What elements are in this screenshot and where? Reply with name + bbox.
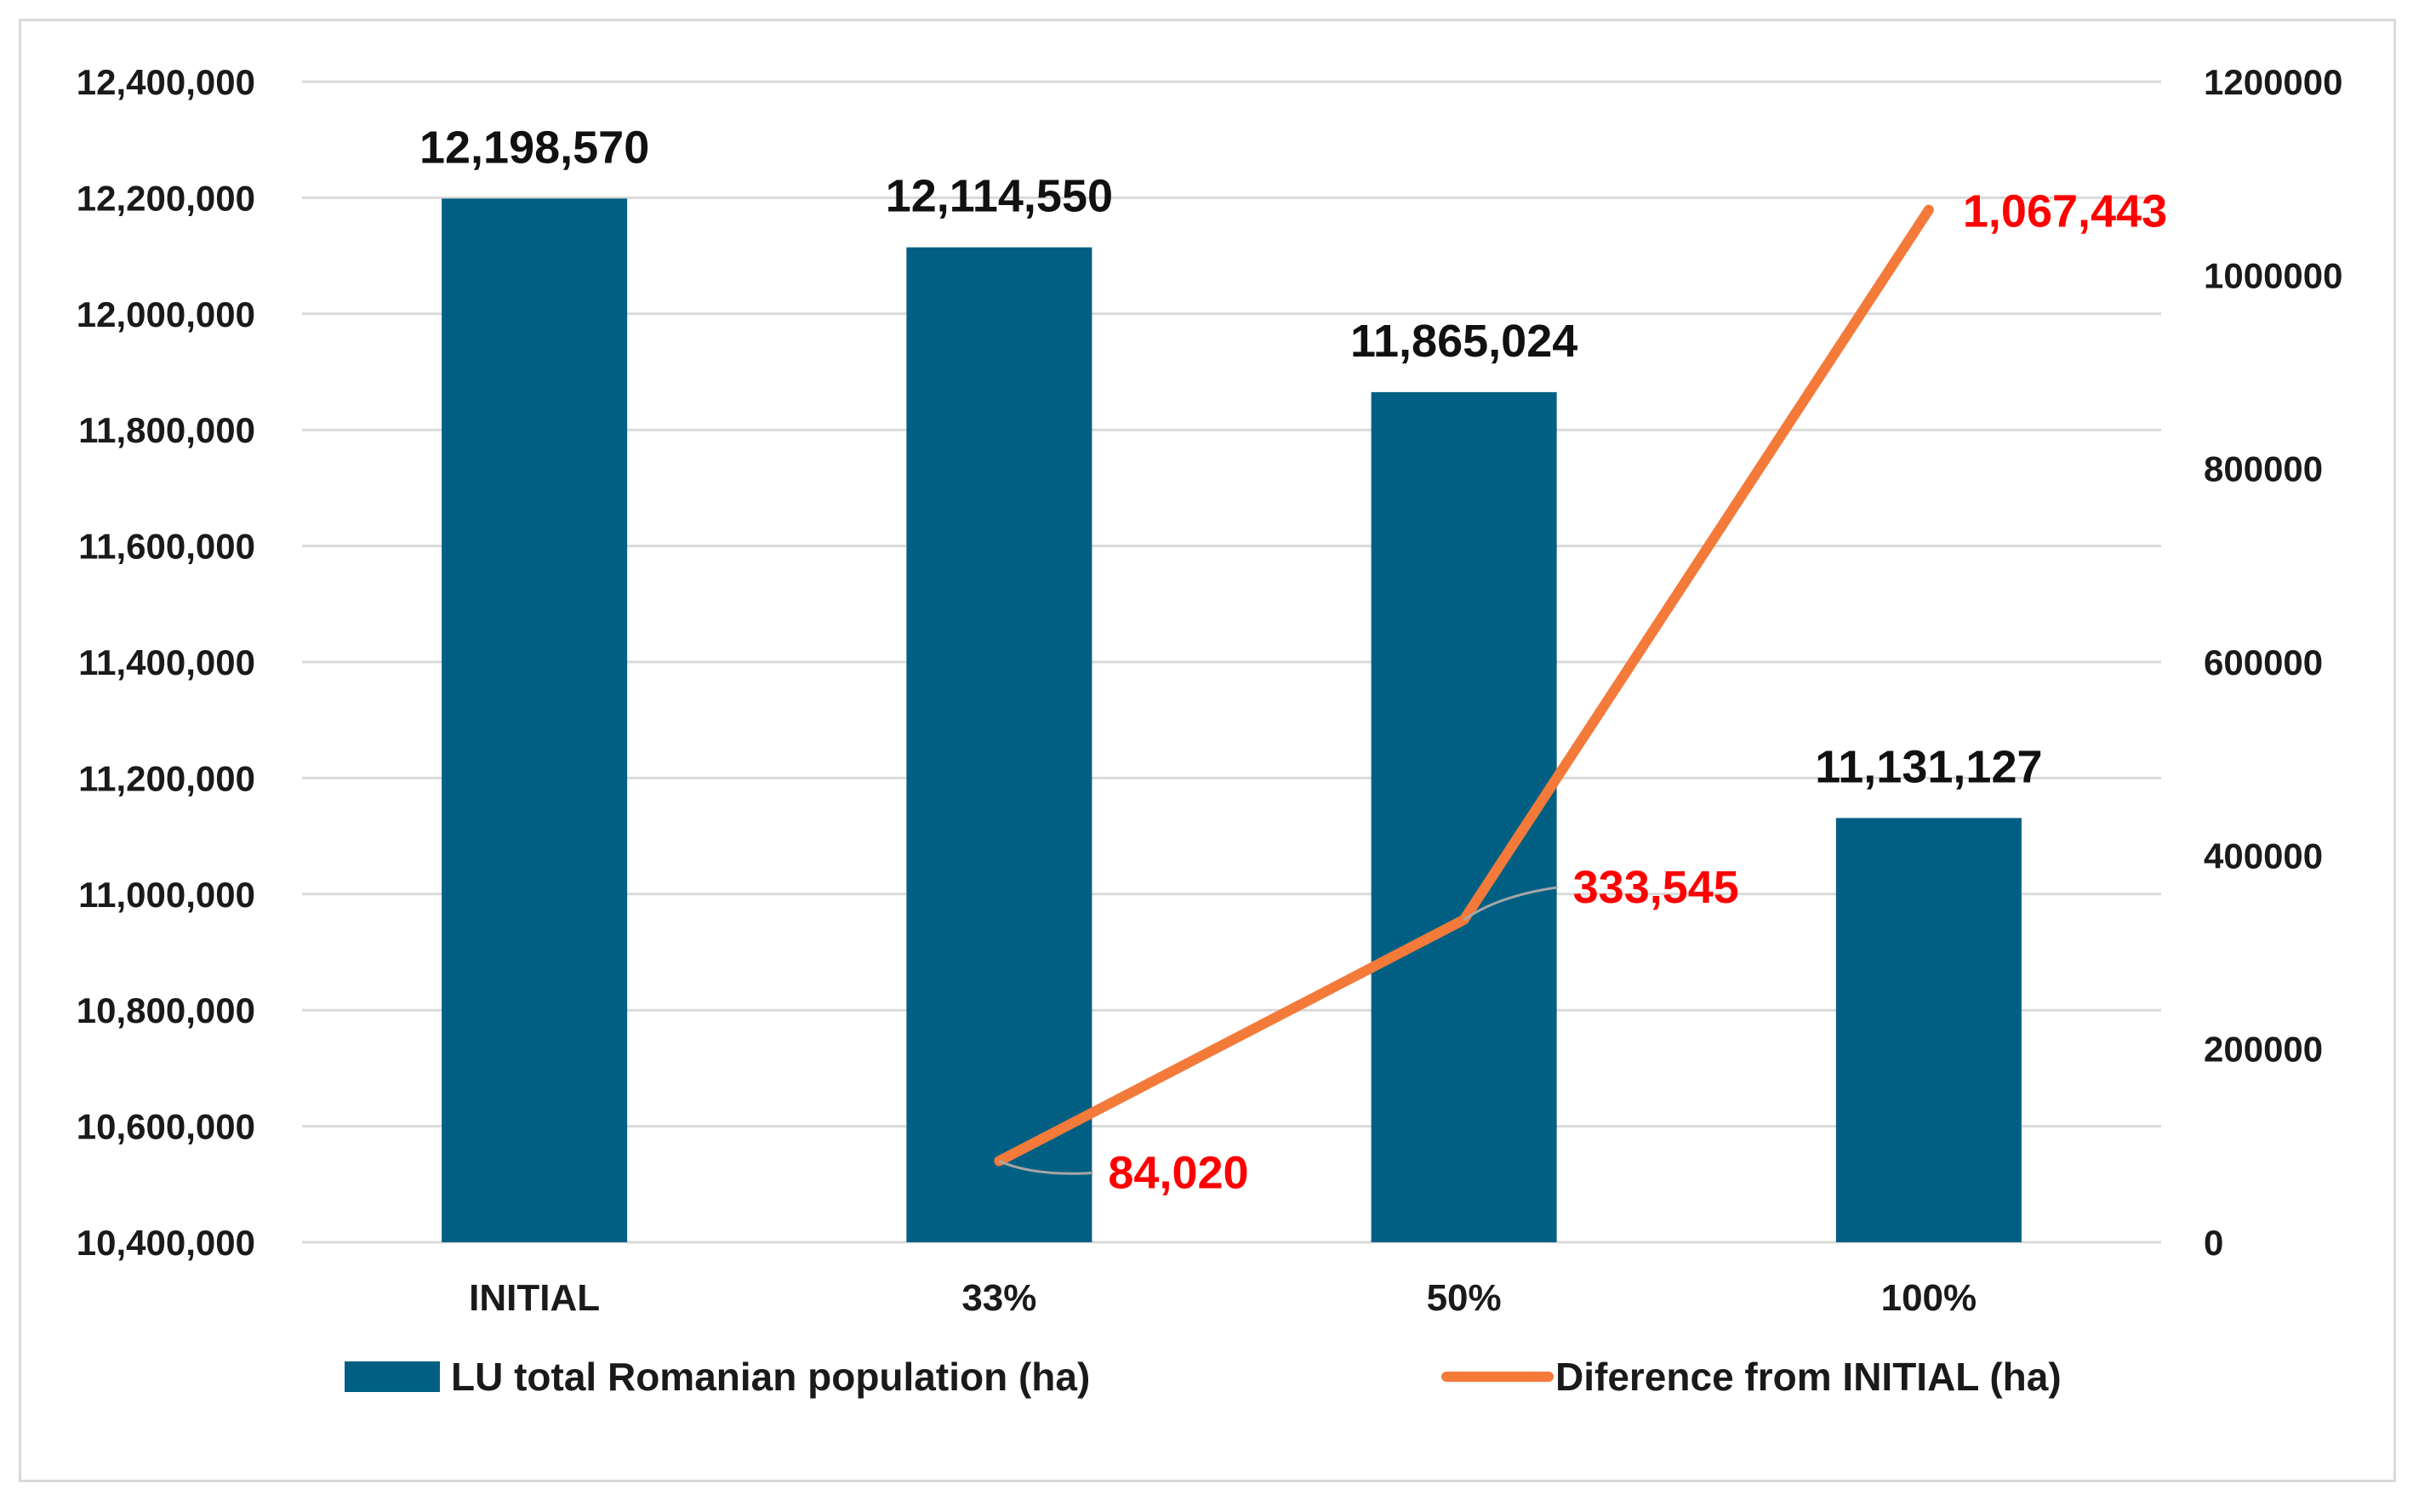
category-label: 100% (1881, 1277, 1977, 1319)
left-axis-tick-label: 11,200,000 (78, 758, 255, 798)
leader-line (1463, 886, 1558, 921)
right-axis-tick-label: 1000000 (2204, 255, 2343, 295)
category-label: INITIAL (469, 1277, 600, 1319)
bar-data-labels: 12,198,570 12,114,550 11,865,024 11,131,127 (419, 122, 2043, 792)
line-data-label: 1,067,443 (1963, 186, 2167, 237)
line-data-label: 333,545 (1573, 862, 1739, 913)
line-data-labels: 84,020 333,545 1,067,443 (998, 186, 2167, 1198)
left-axis-tick-label: 11,800,000 (78, 410, 255, 450)
bar-data-label: 11,131,127 (1815, 741, 2042, 792)
legend-bar-label: LU total Romanian population (ha) (451, 1355, 1090, 1399)
left-axis-tick-label: 12,000,000 (77, 294, 255, 334)
left-axis-tick-label: 10,800,000 (77, 990, 255, 1030)
leader-line (998, 1160, 1093, 1175)
bar-data-label: 12,114,550 (886, 171, 1113, 222)
right-axis-ticks: 0 200000 400000 600000 800000 1000000 1200000 (2204, 62, 2343, 1263)
category-labels: INITIAL 33% 50% 100% (469, 1277, 1977, 1319)
left-axis-tick-label: 10,600,000 (77, 1107, 255, 1147)
right-axis-tick-label: 0 (2204, 1223, 2223, 1263)
category-label: 33% (961, 1277, 1036, 1319)
line-data-label: 84,020 (1108, 1147, 1248, 1198)
bar-data-label: 11,865,024 (1350, 316, 1577, 367)
bar (906, 247, 1092, 1243)
right-axis-tick-label: 800000 (2204, 449, 2323, 489)
left-axis-tick-label: 10,400,000 (77, 1223, 255, 1263)
right-axis-tick-label: 600000 (2204, 642, 2323, 682)
right-axis-tick-label: 200000 (2204, 1030, 2323, 1070)
left-axis-tick-label: 11,600,000 (78, 527, 255, 567)
bar-series (442, 198, 2022, 1243)
left-axis-tick-label: 12,200,000 (77, 178, 255, 218)
legend-bar-swatch (345, 1361, 440, 1392)
right-axis-tick-label: 400000 (2204, 836, 2323, 876)
left-axis-ticks: 10,400,000 10,600,000 10,800,000 11,000,000… (77, 62, 255, 1263)
category-label: 50% (1427, 1277, 1502, 1319)
legend: LU total Romanian population (ha) Diferen… (345, 1355, 2062, 1399)
legend-line-label: Diference from INITIAL (ha) (1555, 1355, 2062, 1399)
right-axis-tick-label: 1200000 (2204, 62, 2343, 102)
bar-data-label: 12,198,570 (419, 122, 649, 173)
left-axis-tick-label: 12,400,000 (77, 62, 255, 102)
bar (1835, 818, 2022, 1242)
left-axis-tick-label: 11,000,000 (78, 875, 255, 915)
left-axis-tick-label: 11,400,000 (78, 642, 255, 682)
bar (442, 198, 628, 1243)
